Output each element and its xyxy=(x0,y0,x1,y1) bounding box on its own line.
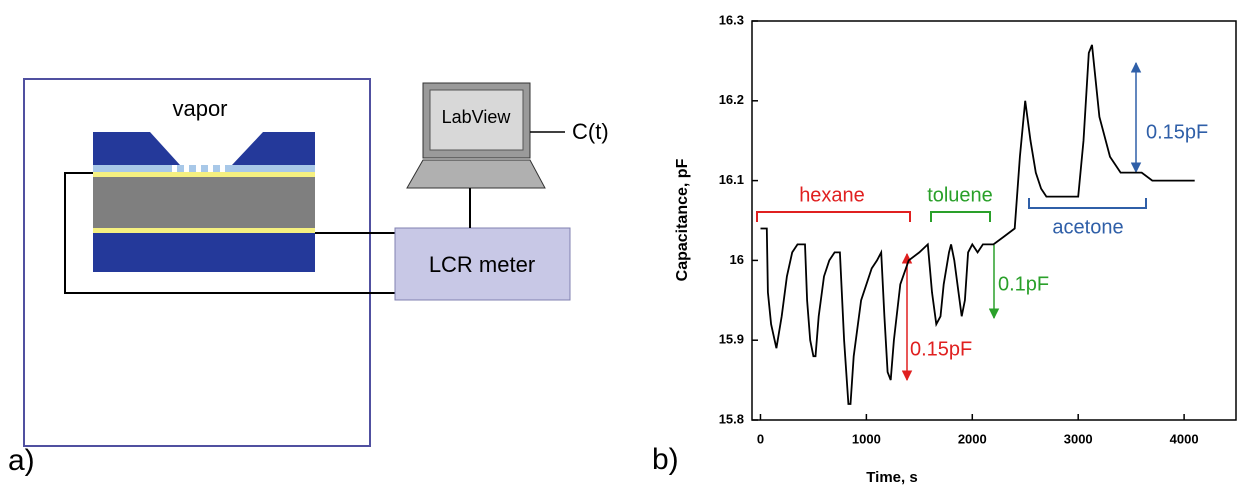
chamber xyxy=(23,78,371,447)
diagram: vapor LabView C(t) LCR meter a) xyxy=(8,78,609,477)
annotation: 0.15pF xyxy=(910,338,972,360)
lcr-meter xyxy=(394,227,571,301)
layer xyxy=(93,233,315,272)
x-axis-label: Time, s xyxy=(866,469,917,486)
y-tick-label: 16 xyxy=(730,252,744,267)
plot-frame xyxy=(751,20,1237,421)
panel-label: b) xyxy=(652,443,679,476)
y-tick-label: 15.8 xyxy=(719,411,744,426)
layer xyxy=(93,228,315,233)
x-tick-label: 1000 xyxy=(852,431,881,446)
annotation: toluene xyxy=(927,184,993,206)
layer xyxy=(93,172,315,177)
wire xyxy=(64,172,395,294)
y-axis-label: Capacitance, pF xyxy=(674,158,691,281)
label: vapor xyxy=(172,96,227,121)
y-tick-label: 16.3 xyxy=(719,12,744,27)
pores xyxy=(172,165,225,172)
x-tick-label: 0 xyxy=(757,431,764,446)
annotation: acetone xyxy=(1052,216,1123,238)
x-tick-label: 3000 xyxy=(1064,431,1093,446)
bracket xyxy=(930,211,991,222)
x-tick-label: 4000 xyxy=(1170,431,1199,446)
layer xyxy=(93,165,315,172)
keyboard xyxy=(406,159,546,189)
layer xyxy=(93,132,180,165)
label: LCR meter xyxy=(429,252,535,277)
annotation: 0.1pF xyxy=(998,273,1049,295)
bracket xyxy=(756,211,911,222)
layer xyxy=(93,177,315,228)
panel-label: a) xyxy=(8,444,35,477)
label: C(t) xyxy=(572,119,609,144)
annotation: hexane xyxy=(799,184,865,206)
y-tick-label: 16.2 xyxy=(719,92,744,107)
y-tick-label: 16.1 xyxy=(719,172,744,187)
annotation: 0.15pF xyxy=(1146,121,1208,143)
layer xyxy=(232,132,315,165)
label: LabView xyxy=(442,107,512,127)
screen xyxy=(429,89,524,151)
bracket xyxy=(1028,198,1147,209)
y-tick-label: 15.9 xyxy=(719,332,744,347)
annotations: hexane toluene acetone 0.15pF 0.1pF 0.15… xyxy=(756,61,1208,382)
data-line xyxy=(760,44,1195,405)
x-tick-label: 2000 xyxy=(958,431,987,446)
